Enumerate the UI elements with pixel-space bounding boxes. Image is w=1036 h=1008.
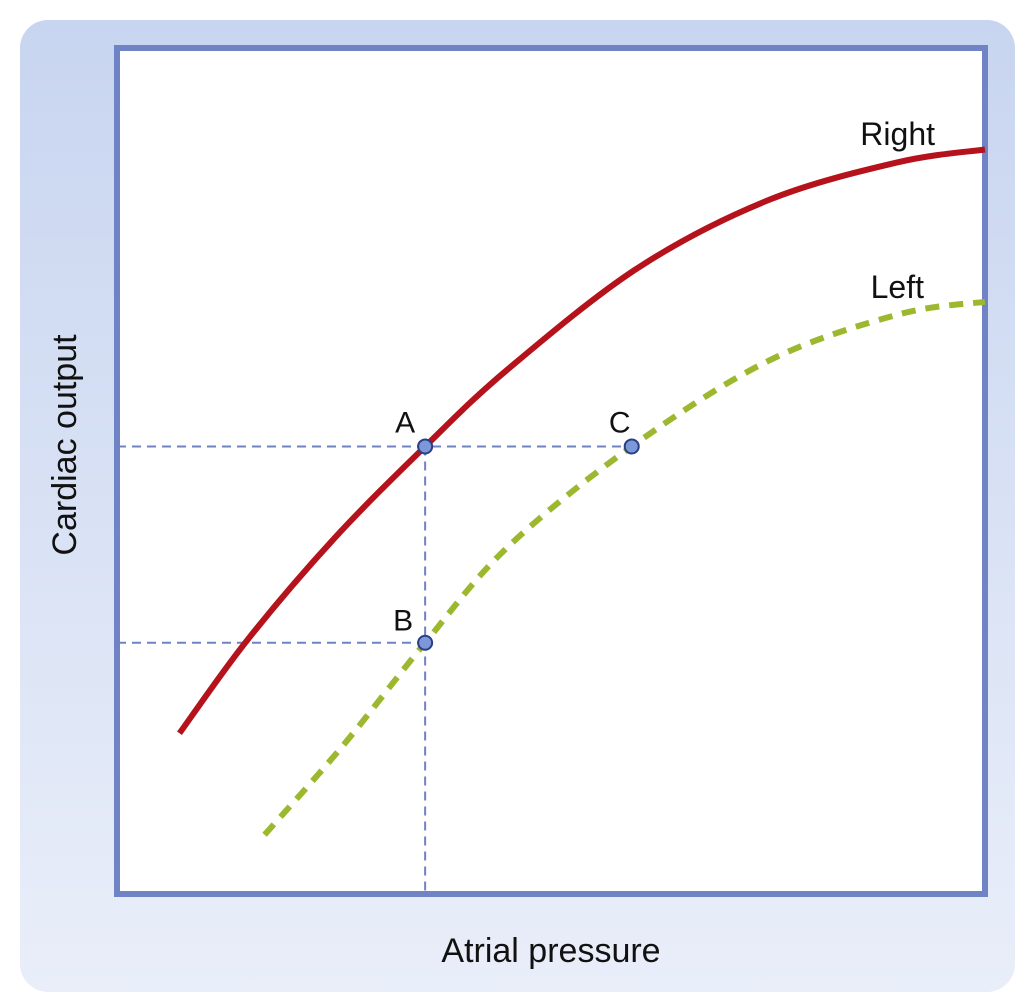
series-line-left [262, 298, 986, 837]
point-label-c: C [609, 406, 631, 439]
y-axis-label: Cardiac output [46, 334, 84, 556]
x-axis-label: Atrial pressure [441, 932, 660, 970]
point-marker-a [417, 438, 434, 455]
plot-area [114, 45, 988, 897]
series-label-left: Left [871, 269, 924, 305]
point-label-b: B [393, 605, 413, 638]
point-label-a: A [395, 406, 415, 439]
point-marker-b [417, 634, 434, 651]
point-marker-c [623, 438, 640, 455]
series-line-right [177, 146, 986, 736]
series-label-right: Right [860, 116, 935, 152]
